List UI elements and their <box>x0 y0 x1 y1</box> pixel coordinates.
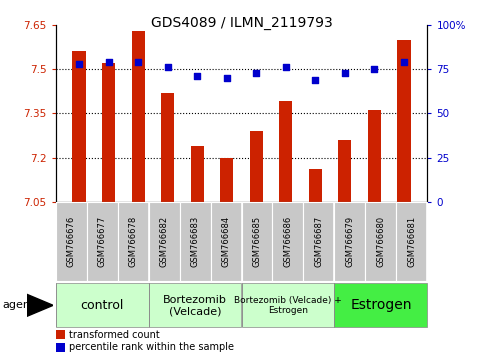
Point <box>400 59 408 65</box>
Text: GSM766683: GSM766683 <box>190 216 199 267</box>
Bar <box>56 202 86 281</box>
Point <box>341 70 349 75</box>
Text: transformed count: transformed count <box>69 330 159 340</box>
Bar <box>131 31 145 202</box>
Point <box>370 66 378 72</box>
Bar <box>102 63 115 202</box>
Text: control: control <box>80 299 124 312</box>
Text: GSM766682: GSM766682 <box>159 216 169 267</box>
Bar <box>191 146 204 202</box>
Bar <box>309 169 322 202</box>
Bar <box>86 202 117 281</box>
Bar <box>368 110 381 202</box>
Text: GSM766687: GSM766687 <box>314 216 324 267</box>
Bar <box>180 202 211 281</box>
Bar <box>149 202 180 281</box>
Text: Bortezomib
(Velcade): Bortezomib (Velcade) <box>163 295 227 316</box>
Bar <box>279 102 292 202</box>
Bar <box>397 202 427 281</box>
Bar <box>117 202 149 281</box>
Bar <box>242 202 272 281</box>
Bar <box>397 40 411 202</box>
Point <box>282 64 290 70</box>
Point <box>75 61 83 67</box>
Polygon shape <box>27 294 53 316</box>
Bar <box>211 202 242 281</box>
Text: GSM766677: GSM766677 <box>98 216 107 267</box>
Text: GSM766685: GSM766685 <box>253 216 261 267</box>
Bar <box>250 131 263 202</box>
Text: Estrogen: Estrogen <box>350 298 412 312</box>
Text: GSM766681: GSM766681 <box>408 216 416 267</box>
Bar <box>72 51 86 202</box>
Bar <box>149 283 242 327</box>
Text: percentile rank within the sample: percentile rank within the sample <box>69 342 234 352</box>
Bar <box>56 283 149 327</box>
Text: agent: agent <box>2 300 35 310</box>
Point <box>193 73 201 79</box>
Point <box>312 77 319 82</box>
Text: Bortezomib (Velcade) +
Estrogen: Bortezomib (Velcade) + Estrogen <box>234 296 342 315</box>
Text: GSM766679: GSM766679 <box>345 216 355 267</box>
Bar <box>334 283 427 327</box>
Bar <box>56 343 65 352</box>
Text: GSM766684: GSM766684 <box>222 216 230 267</box>
Bar <box>161 93 174 202</box>
Bar <box>303 202 334 281</box>
Text: GSM766680: GSM766680 <box>376 216 385 267</box>
Point <box>223 75 230 81</box>
Text: GSM766686: GSM766686 <box>284 216 293 267</box>
Point <box>134 59 142 65</box>
Text: GSM766678: GSM766678 <box>128 216 138 267</box>
Point <box>164 64 171 70</box>
Bar <box>272 202 303 281</box>
Text: GSM766676: GSM766676 <box>67 216 75 267</box>
Point <box>253 70 260 75</box>
Bar <box>220 158 233 202</box>
Bar <box>56 331 65 339</box>
Bar <box>242 283 334 327</box>
Bar <box>366 202 397 281</box>
Bar <box>334 202 366 281</box>
Point <box>105 59 113 65</box>
Bar <box>338 140 352 202</box>
Text: GDS4089 / ILMN_2119793: GDS4089 / ILMN_2119793 <box>151 16 332 30</box>
